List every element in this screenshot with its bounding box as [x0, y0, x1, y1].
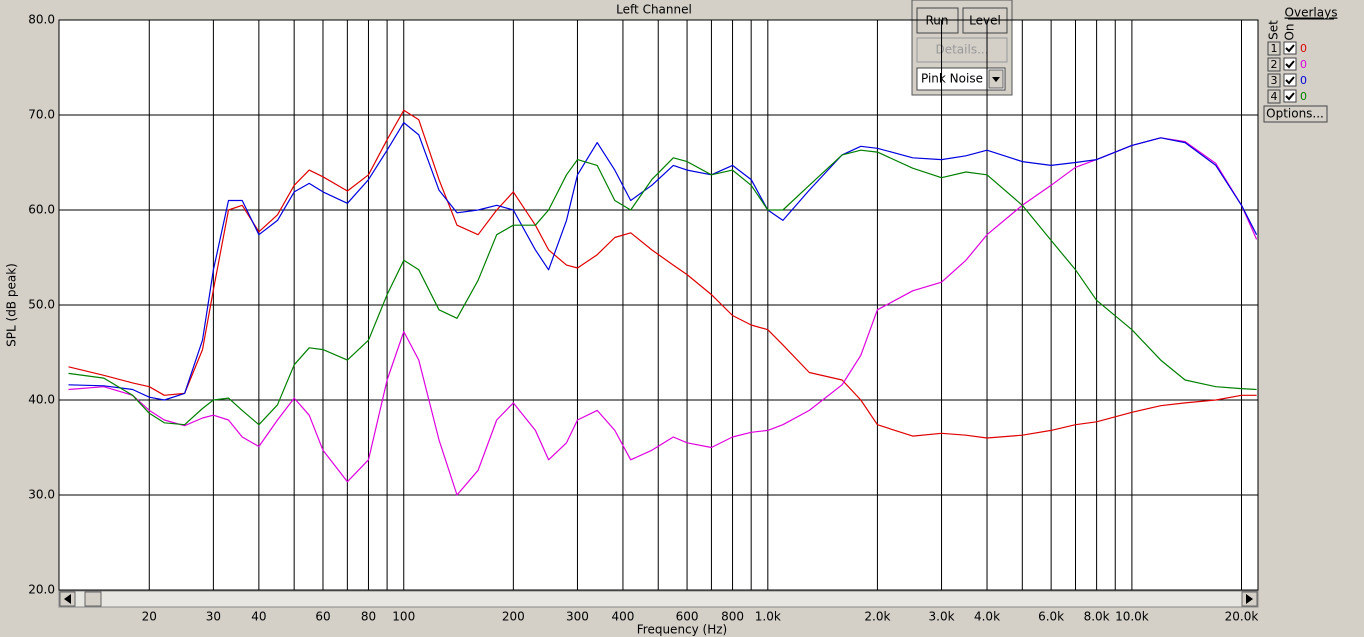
y-tick-label: 40.0	[28, 393, 55, 407]
arrow-icon	[64, 594, 71, 604]
overlays-title: Overlays	[1285, 6, 1338, 20]
arrow-icon	[1246, 594, 1253, 604]
y-tick-label: 60.0	[28, 203, 55, 217]
y-tick-label: 70.0	[28, 108, 55, 122]
set-number: 3	[1271, 74, 1278, 87]
overlays-panel: Overlays Set On Options... 1 0 2 0 3 0 4 0	[1263, 6, 1338, 123]
signal-dropdown[interactable]	[916, 67, 1006, 91]
set-button[interactable]	[1267, 41, 1281, 56]
x-tick-label: 40	[251, 610, 266, 624]
x-tick-label: 2.0k	[864, 610, 890, 624]
x-tick-label: 6.0k	[1038, 610, 1064, 624]
x-tick-label: 4.0k	[974, 610, 1000, 624]
check-mark	[1285, 44, 1295, 53]
set-button[interactable]	[1267, 73, 1281, 88]
scrollbar[interactable]	[58, 590, 1259, 608]
x-tick-label: 100	[392, 610, 415, 624]
scroll-thumb[interactable]	[84, 591, 102, 607]
x-axis-label: Frequency (Hz)	[637, 623, 728, 637]
button-label: Options...	[1266, 107, 1324, 121]
arrow-icon	[992, 77, 1000, 82]
scroll-track[interactable]	[58, 590, 1259, 608]
x-tick-label: 20.0k	[1225, 610, 1259, 624]
set-number: 4	[1271, 90, 1278, 103]
x-tick-label: 1.0k	[755, 610, 781, 624]
x-tick-label: 600	[676, 610, 699, 624]
check-mark	[1285, 60, 1295, 69]
details-button[interactable]	[916, 37, 1008, 63]
x-tick-label: 200	[502, 610, 525, 624]
set-number: 2	[1271, 58, 1278, 71]
y-tick-label: 20.0	[28, 583, 55, 597]
x-tick-label: 8.0k	[1084, 610, 1110, 624]
overlay-checkbox[interactable]	[1283, 73, 1297, 87]
on-header: On	[1283, 23, 1297, 40]
x-tick-label: 60	[315, 610, 330, 624]
overlay-value: 0	[1300, 42, 1307, 55]
button-label: Details...	[935, 43, 988, 57]
series-line	[68, 121, 1258, 401]
control-panel: Run Level Details... Pink Noise	[911, 0, 1013, 96]
x-tick-label: 20	[142, 610, 157, 624]
chart-title: Left Channel	[616, 3, 692, 17]
options-button[interactable]	[1263, 105, 1328, 123]
check-mark	[1285, 92, 1295, 101]
x-tick-label: 30	[206, 610, 221, 624]
x-tick-label: 400	[611, 610, 634, 624]
y-tick-label: 30.0	[28, 488, 55, 502]
overlay-value: 0	[1300, 74, 1307, 87]
set-header: Set	[1267, 20, 1281, 40]
overlay-checkbox[interactable]	[1283, 41, 1297, 55]
x-tick-label: 10.0k	[1115, 610, 1149, 624]
x-tick-label: 800	[721, 610, 744, 624]
set-number: 1	[1271, 42, 1278, 55]
series-line	[68, 149, 1257, 426]
x-tick-label: 3.0k	[929, 610, 955, 624]
y-tick-label: 50.0	[28, 298, 55, 312]
series-line	[68, 137, 1258, 496]
y-tick-label: 80.0	[28, 13, 55, 27]
overlay-checkbox[interactable]	[1283, 57, 1297, 71]
check-mark	[1285, 76, 1295, 85]
x-tick-label: 300	[566, 610, 589, 624]
overlay-value: 0	[1300, 90, 1307, 103]
dropdown-value: Pink Noise	[921, 72, 983, 86]
overlay-value: 0	[1300, 58, 1307, 71]
set-button[interactable]	[1267, 57, 1281, 72]
set-button[interactable]	[1267, 89, 1281, 104]
overlay-checkbox[interactable]	[1283, 89, 1297, 103]
grid	[59, 19, 1258, 591]
y-axis-label: SPL (dB peak)	[5, 263, 19, 347]
x-tick-label: 80	[361, 610, 376, 624]
